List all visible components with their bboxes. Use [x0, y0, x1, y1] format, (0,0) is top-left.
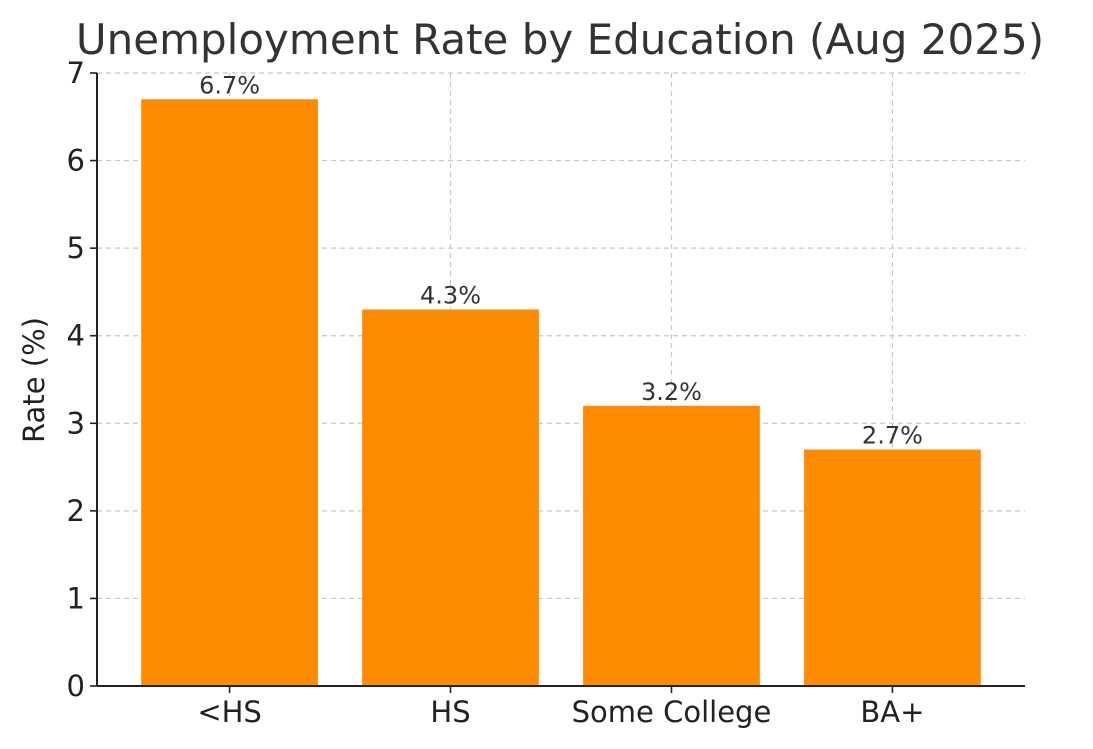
y-tick-label: 1: [67, 581, 85, 615]
bar-value-label: 6.7%: [199, 71, 260, 99]
y-tick-label: 3: [67, 406, 85, 440]
y-tick-label: 0: [67, 669, 85, 703]
chart-title: Unemployment Rate by Education (Aug 2025…: [76, 15, 1044, 64]
y-axis-ticks: 0 1 2 3 4 5 6 7: [67, 56, 97, 703]
bar: [583, 405, 760, 686]
y-tick-label: 7: [67, 56, 85, 90]
x-tick-label: <HS: [197, 695, 262, 729]
bar-value-label: 2.7%: [862, 422, 923, 450]
bar-value-label: 4.3%: [420, 281, 481, 309]
y-tick-label: 2: [67, 494, 85, 528]
bar-value-label: 3.2%: [641, 378, 702, 406]
y-tick-label: 6: [67, 144, 85, 178]
y-tick-label: 5: [67, 231, 85, 265]
bar: [362, 309, 539, 686]
y-tick-label: 4: [67, 319, 85, 353]
bars: [141, 99, 981, 687]
bar: [804, 449, 981, 686]
bar: [141, 99, 318, 687]
y-axis-label: Rate (%): [17, 317, 51, 443]
axes: [96, 73, 1025, 687]
x-tick-label: BA+: [860, 695, 924, 729]
x-tick-label: HS: [430, 695, 470, 729]
x-tick-label: Some College: [572, 695, 772, 729]
data-labels: 6.7% 4.3% 3.2% 2.7%: [199, 71, 923, 449]
x-axis-ticks: <HS HS Some College BA+: [197, 686, 924, 729]
